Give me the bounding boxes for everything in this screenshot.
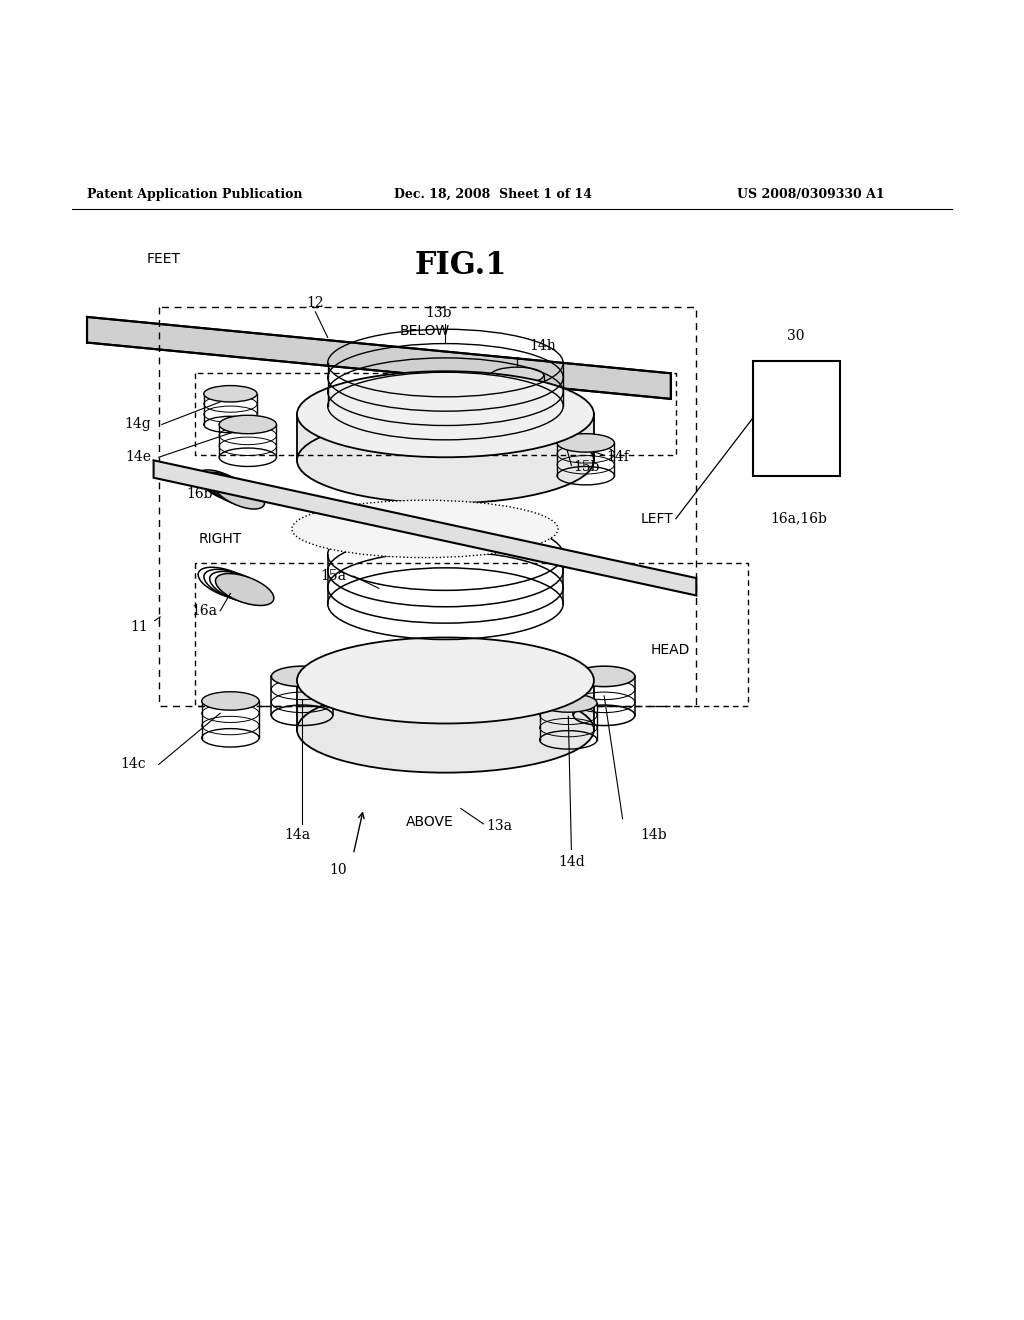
Polygon shape: [154, 461, 696, 595]
Ellipse shape: [213, 477, 264, 510]
Polygon shape: [87, 317, 671, 399]
Text: 11: 11: [131, 620, 148, 634]
Ellipse shape: [297, 638, 594, 723]
Text: LEFT: LEFT: [641, 512, 674, 525]
Text: 15a: 15a: [321, 569, 346, 583]
Ellipse shape: [297, 417, 594, 503]
Text: ABOVE: ABOVE: [407, 814, 454, 829]
Ellipse shape: [271, 667, 333, 686]
Text: 13b: 13b: [425, 306, 452, 319]
FancyBboxPatch shape: [753, 360, 840, 475]
Polygon shape: [297, 414, 594, 461]
Ellipse shape: [219, 416, 276, 434]
Ellipse shape: [557, 434, 614, 453]
Ellipse shape: [573, 667, 635, 686]
Text: 14h: 14h: [529, 339, 556, 352]
Text: US 2008/0309330 A1: US 2008/0309330 A1: [737, 187, 885, 201]
Ellipse shape: [292, 500, 558, 557]
Text: Dec. 18, 2008  Sheet 1 of 14: Dec. 18, 2008 Sheet 1 of 14: [394, 187, 592, 201]
Text: 16a: 16a: [191, 603, 217, 618]
Text: 14b: 14b: [640, 828, 667, 842]
Text: FEET: FEET: [146, 252, 181, 265]
Text: Patent Application Publication: Patent Application Publication: [87, 187, 302, 201]
Text: 14a: 14a: [284, 828, 310, 842]
Text: 12: 12: [306, 296, 325, 310]
Ellipse shape: [297, 371, 594, 457]
Text: BELOW: BELOW: [399, 325, 451, 338]
Ellipse shape: [490, 367, 544, 384]
Text: 16b: 16b: [186, 487, 213, 502]
Text: RIGHT: RIGHT: [199, 532, 242, 546]
Text: 14f: 14f: [606, 450, 629, 465]
Ellipse shape: [297, 686, 594, 772]
Text: 15b: 15b: [573, 461, 600, 474]
Text: 30: 30: [786, 329, 805, 343]
Text: P: P: [678, 577, 687, 590]
Text: 10: 10: [329, 863, 347, 876]
Text: 14c: 14c: [121, 758, 146, 771]
Text: 14e: 14e: [126, 450, 152, 465]
Polygon shape: [297, 681, 594, 730]
Text: HEAD: HEAD: [650, 643, 689, 657]
Ellipse shape: [204, 385, 257, 403]
Ellipse shape: [215, 573, 273, 606]
Text: FIG.1: FIG.1: [415, 251, 507, 281]
Text: 13a: 13a: [486, 818, 512, 833]
Text: 14d: 14d: [558, 854, 585, 869]
Text: 14g: 14g: [125, 417, 152, 432]
Ellipse shape: [202, 692, 259, 710]
Text: 16a,16b: 16a,16b: [770, 512, 827, 525]
Ellipse shape: [540, 694, 597, 713]
